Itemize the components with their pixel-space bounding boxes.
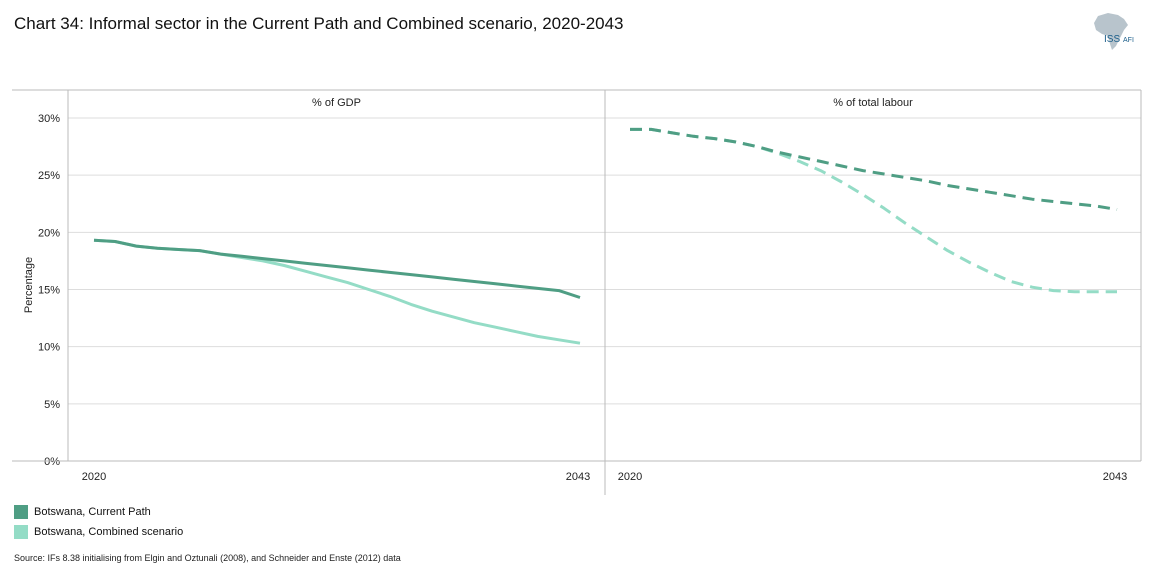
panel-title: % of total labour xyxy=(833,97,913,109)
x-tick-label: 2043 xyxy=(1103,471,1127,483)
x-tick-label: 2020 xyxy=(82,471,106,483)
x-tick-label: 2043 xyxy=(566,471,590,483)
legend: Botswana, Current Path Botswana, Combine… xyxy=(14,502,183,542)
africa-map-icon xyxy=(1094,13,1128,50)
legend-swatch-combined-scenario xyxy=(14,525,28,539)
x-tick-label: 2020 xyxy=(618,471,642,483)
y-tick-label: 0% xyxy=(44,456,60,468)
series-line-combined-scenario xyxy=(630,127,1117,294)
logo-main-text: ISS xyxy=(1104,34,1120,45)
chart-title: Chart 34: Informal sector in the Current… xyxy=(14,14,624,33)
series-line-current-path xyxy=(630,127,1118,211)
y-tick-label: 25% xyxy=(38,170,60,182)
logo-sub-text: AFI xyxy=(1123,37,1134,44)
y-tick-label: 5% xyxy=(44,399,60,411)
legend-label-combined-scenario: Botswana, Combined scenario xyxy=(34,526,184,538)
source-note: Source: IFs 8.38 initialising from Elgin… xyxy=(14,553,401,563)
y-tick-label: 30% xyxy=(38,113,60,125)
series-line-current-path xyxy=(93,238,581,299)
legend-swatch-current-path xyxy=(14,505,28,519)
panel-title: % of GDP xyxy=(312,97,361,109)
y-tick-label: 20% xyxy=(38,227,60,239)
y-axis-title: Percentage xyxy=(23,257,35,313)
line-chart: 0% 5% 10% 15% 20% 25% 30% Percentage % of GDP 202… xyxy=(12,89,1142,495)
y-tick-label: 10% xyxy=(38,342,60,354)
legend-item-current-path: Botswana, Current Path xyxy=(14,502,183,522)
series-line-combined-scenario xyxy=(93,238,581,345)
legend-label-current-path: Botswana, Current Path xyxy=(34,506,151,518)
y-tick-label: 15% xyxy=(38,285,60,297)
iss-afi-logo: ISS AFI xyxy=(1094,13,1134,50)
legend-item-combined-scenario: Botswana, Combined scenario xyxy=(14,522,183,542)
